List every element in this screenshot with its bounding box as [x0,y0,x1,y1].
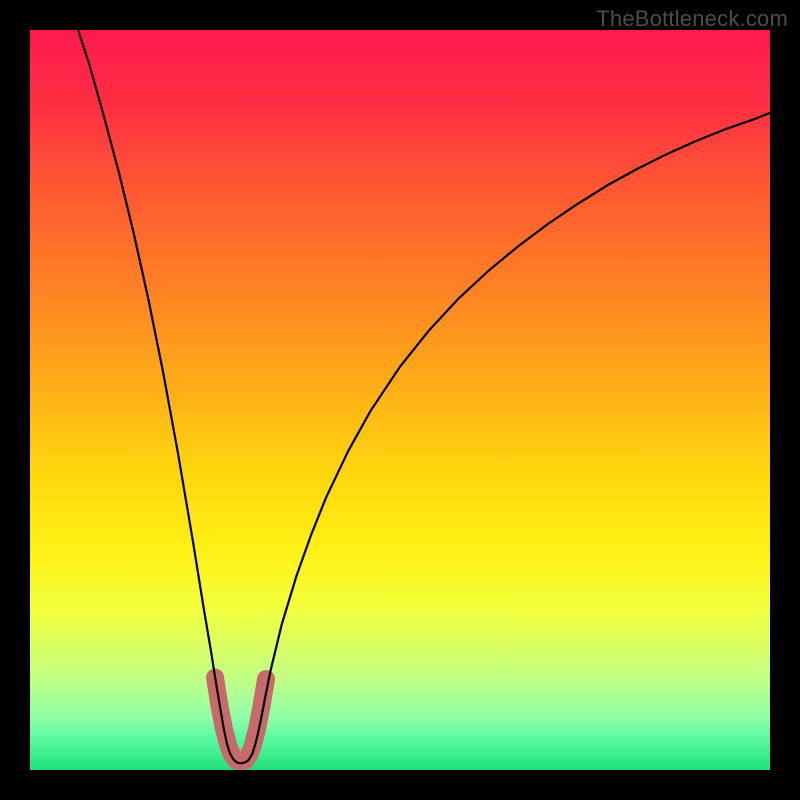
bottleneck-chart [0,0,800,800]
chart-container: { "watermark": { "text": "TheBottleneck.… [0,0,800,800]
watermark-label: TheBottleneck.com [596,6,788,32]
gradient-background [30,30,770,770]
